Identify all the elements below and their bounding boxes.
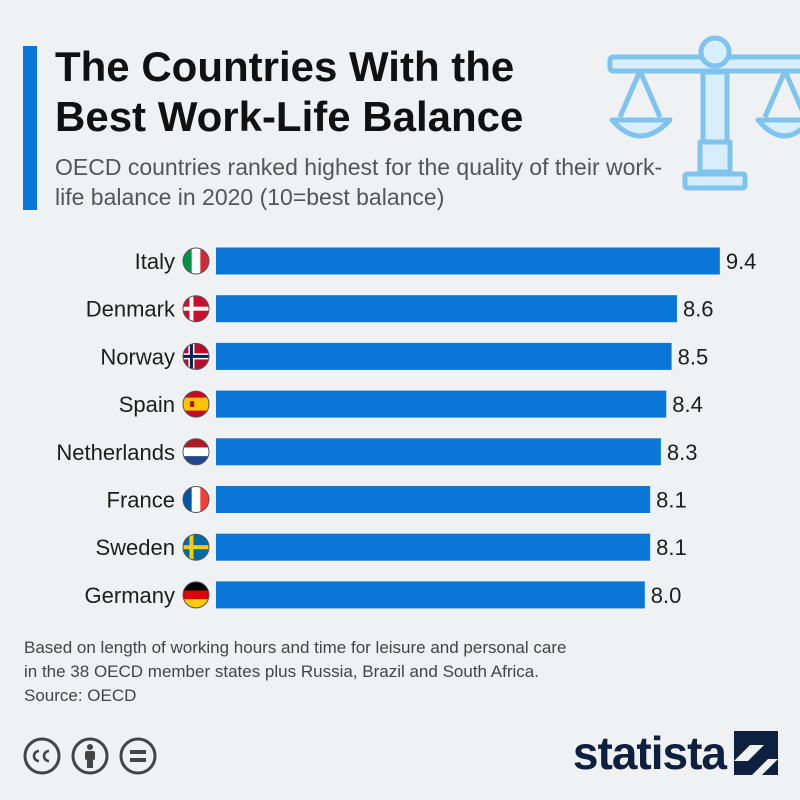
balance-scale-icon	[607, 35, 800, 191]
statista-brand[interactable]: statista	[573, 726, 778, 780]
bar	[216, 247, 720, 275]
norway-flag-icon	[182, 342, 210, 370]
creative-commons-icon[interactable]	[22, 736, 62, 776]
bar-row: Spain 8.4	[119, 390, 703, 418]
attribution-icon[interactable]	[70, 736, 110, 776]
category-label: Sweden	[95, 535, 175, 560]
no-derivatives-icon[interactable]	[118, 736, 158, 776]
spain-flag-icon	[182, 390, 210, 418]
bar	[216, 390, 667, 418]
bar	[216, 581, 645, 609]
accent-bar	[23, 46, 37, 210]
bar	[216, 342, 672, 370]
statista-logo-icon	[734, 731, 778, 775]
brand-wordmark: statista	[572, 727, 727, 779]
bar-row: Netherlands 8.3	[56, 438, 698, 466]
bar	[216, 438, 661, 466]
bar	[216, 533, 651, 561]
value-label: 8.6	[683, 297, 714, 322]
bar-row: Italy 9.4	[135, 247, 757, 275]
footnote-line-1: Based on length of working hours and tim…	[24, 638, 567, 657]
value-label: 8.1	[656, 488, 687, 513]
value-label: 8.4	[672, 392, 703, 417]
category-label: France	[107, 488, 175, 513]
category-label: Netherlands	[56, 440, 175, 465]
category-label: Germany	[85, 583, 175, 608]
footnote: Based on length of working hours and tim…	[24, 636, 724, 708]
bar-row: Norway 8.5	[100, 342, 709, 370]
denmark-flag-icon	[182, 295, 210, 323]
bar	[216, 486, 651, 513]
category-label: Spain	[119, 392, 175, 417]
category-label: Denmark	[86, 297, 176, 322]
source-label: Source: OECD	[24, 686, 137, 705]
value-label: 8.1	[656, 535, 687, 560]
netherlands-flag-icon	[182, 438, 210, 466]
germany-flag-icon	[182, 581, 210, 609]
sweden-flag-icon	[182, 533, 210, 561]
chart-subtitle: OECD countries ranked highest for the qu…	[55, 154, 663, 210]
bar-row: Germany 8.0	[85, 581, 682, 609]
footnote-line-2: in the 38 OECD member states plus Russia…	[24, 662, 539, 681]
value-label: 8.5	[678, 344, 709, 369]
france-flag-icon	[182, 486, 210, 513]
italy-flag-icon	[182, 247, 210, 275]
bar-row: France 8.1	[107, 486, 687, 513]
chart-title: The Countries With the Best Work-Life Ba…	[55, 43, 524, 140]
category-label: Italy	[135, 249, 175, 274]
license-icons	[22, 736, 158, 780]
bar-row: Denmark 8.6	[86, 295, 714, 323]
bar	[216, 295, 677, 323]
value-label: 8.3	[667, 440, 698, 465]
bar-chart: Italy 9.4 Denmark 8.6 Norway 8.5 Spain 8.4 Nethe…	[56, 247, 757, 609]
value-label: 9.4	[726, 249, 757, 274]
value-label: 8.0	[651, 583, 682, 608]
category-label: Norway	[100, 344, 175, 369]
bar-row: Sweden 8.1	[95, 533, 687, 561]
